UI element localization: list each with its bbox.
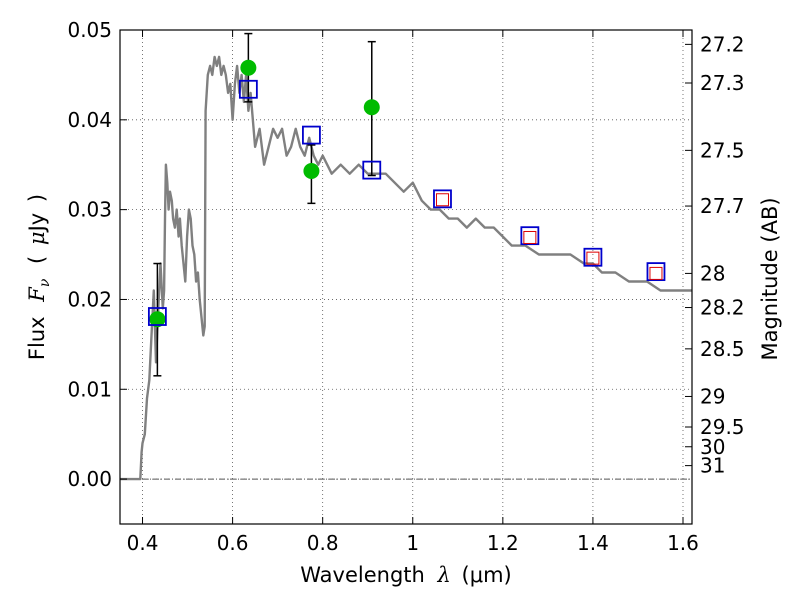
model-box-6 (583, 247, 603, 267)
x-tick-label-4: 1.2 (487, 531, 519, 555)
x-tick-label-3: 1 (406, 531, 419, 555)
ir-box-1 (523, 230, 537, 244)
observed-point-2 (303, 163, 320, 180)
model-box-2 (302, 125, 321, 145)
y-axis-paren-close: ) (25, 194, 49, 202)
y-axis-unit: Jy (25, 213, 49, 234)
y-axis-label-text: Flux (25, 316, 49, 360)
x-axis-lambda: λ (437, 563, 451, 587)
magnitude-tick-label-0: 27.2 (700, 32, 745, 56)
model-spectrum-line (120, 55, 692, 481)
y-tick-label-5: 0.05 (67, 18, 112, 42)
x-axis-paren-close: ) (504, 563, 512, 587)
model-box-5 (520, 226, 540, 246)
model-spectrum (120, 55, 692, 481)
magnitude-tick-label-8: 29.5 (700, 415, 745, 439)
magnitude-tick-label-6: 28.5 (700, 337, 745, 361)
y-axis-symbol: F (25, 286, 49, 303)
y-axis-label: Flux Fν ( μJy ) (25, 194, 54, 360)
magnitude-tick-label-1: 27.3 (700, 71, 745, 95)
observed-points (149, 59, 380, 328)
model-photometry-boxes (147, 79, 666, 326)
x-tick-label-0: 0.4 (127, 531, 159, 555)
magnitude-tick-label-4: 28 (700, 261, 725, 285)
magnitude-tick-label-9: 30 (700, 435, 725, 459)
magnitude-tick-label-7: 29 (700, 384, 725, 408)
magnitude-tick-label-3: 27.7 (700, 194, 745, 218)
magnitude-axis-label: Magnitude (AB) (758, 197, 782, 360)
magnitude-tick-label-5: 28.2 (700, 296, 745, 320)
x-tick-label-6: 1.6 (667, 531, 699, 555)
x-axis-label: Wavelength λ (μm) (300, 563, 512, 587)
x-axis-unit: μm (470, 563, 504, 587)
x-tick-label-1: 0.6 (217, 531, 249, 555)
y-tick-label-0: 0.00 (67, 467, 112, 491)
y-tick-label-4: 0.04 (67, 108, 112, 132)
ir-photometry-boxes (435, 193, 663, 280)
y-axis-paren-open: ( (25, 256, 49, 264)
x-tick-label-2: 0.8 (307, 531, 339, 555)
observed-point-0 (149, 311, 166, 328)
x-axis-ticks: 0.4 0.6 0.8 1 1.2 1.4 1.6 (127, 30, 699, 555)
observed-point-1 (240, 59, 257, 76)
plot-frame (119, 29, 693, 525)
observed-point-3 (363, 99, 380, 116)
y-tick-label-2: 0.02 (67, 287, 112, 311)
magnitude-tick-label-10: 31 (700, 454, 725, 478)
ir-box-0 (435, 193, 449, 207)
y-axis-unit-mu: μ (25, 231, 49, 245)
y-tick-label-1: 0.01 (67, 377, 112, 401)
ir-box-3 (649, 266, 663, 280)
model-box-1 (238, 79, 258, 99)
magnitude-tick-label-2: 27.5 (700, 138, 745, 162)
model-box-4 (433, 189, 452, 209)
model-box-0 (147, 307, 167, 326)
y-tick-label-3: 0.03 (67, 198, 112, 222)
x-axis-label-text: Wavelength (300, 563, 425, 587)
y-axis-subscript: ν (37, 278, 53, 287)
x-axis-paren-open: ( (462, 563, 470, 587)
model-box-3 (362, 160, 382, 180)
y-axis-ticks: 0.00 0.01 0.02 0.03 0.04 0.05 (67, 18, 127, 491)
model-box-7 (646, 262, 666, 282)
ir-box-2 (586, 251, 600, 265)
x-tick-label-5: 1.4 (577, 531, 609, 555)
